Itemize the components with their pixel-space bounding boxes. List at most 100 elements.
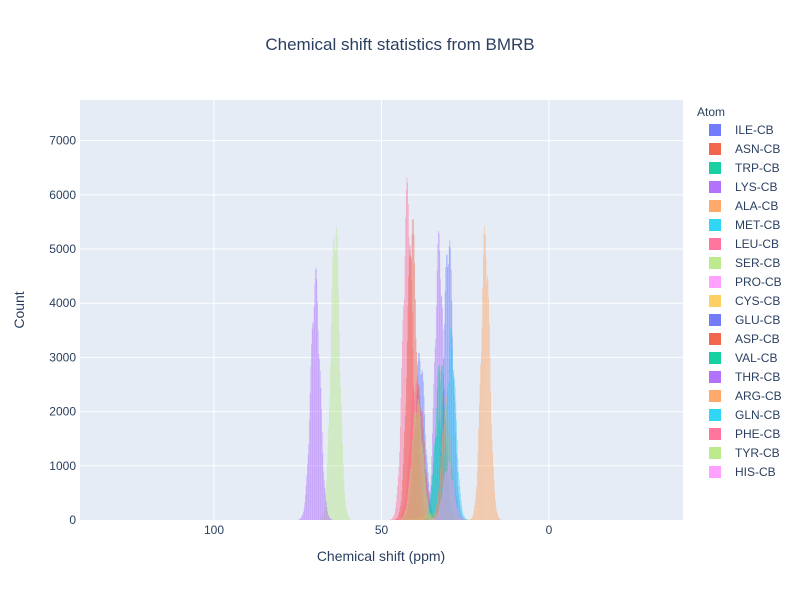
histogram-bar bbox=[406, 377, 407, 520]
legend-item-leu-cb[interactable]: LEU-CB bbox=[709, 237, 779, 251]
x-axis-title: Chemical shift (ppm) bbox=[317, 548, 445, 564]
histogram-bar bbox=[406, 500, 408, 520]
gridlines bbox=[80, 100, 683, 520]
legend-label: PHE-CB bbox=[735, 427, 780, 441]
histogram-bar bbox=[460, 515, 461, 520]
histogram-bar bbox=[311, 328, 313, 520]
histogram-bar bbox=[307, 454, 309, 520]
histogram-bar bbox=[340, 388, 341, 520]
legend-title: Atom bbox=[697, 105, 725, 119]
legend-item-ile-cb[interactable]: ILE-CB bbox=[709, 123, 774, 137]
histogram-bar bbox=[324, 487, 326, 520]
histogram-bar bbox=[459, 513, 461, 520]
series-ala-cb bbox=[468, 226, 502, 520]
histogram-bar bbox=[432, 473, 433, 520]
histogram-bar bbox=[477, 451, 479, 520]
legend-item-glu-cb[interactable]: GLU-CB bbox=[709, 313, 780, 327]
legend-swatch bbox=[709, 276, 721, 288]
histogram-bar bbox=[399, 519, 401, 520]
histogram-bar bbox=[486, 281, 488, 520]
histogram-bar bbox=[405, 189, 407, 520]
legend-item-lys-cb[interactable]: LYS-CB bbox=[709, 180, 777, 194]
histogram-bar bbox=[302, 514, 304, 520]
legend-label: TYR-CB bbox=[735, 446, 780, 460]
histogram-bar bbox=[313, 323, 314, 520]
histogram-bar bbox=[441, 435, 443, 520]
histogram-bar bbox=[454, 387, 456, 520]
legend-item-asp-cb[interactable]: ASP-CB bbox=[709, 332, 780, 346]
histogram-bar bbox=[392, 517, 394, 520]
histogram-bar bbox=[481, 326, 483, 520]
histogram-bar bbox=[403, 299, 405, 520]
histogram-bar bbox=[326, 506, 328, 520]
legend-item-tyr-cb[interactable]: TYR-CB bbox=[709, 446, 780, 460]
legend-item-met-cb[interactable]: MET-CB bbox=[709, 218, 780, 232]
histogram-bar bbox=[497, 514, 498, 520]
histogram-bar bbox=[482, 288, 484, 520]
histogram-bar bbox=[437, 374, 439, 520]
histogram-bar bbox=[413, 234, 415, 520]
histogram-bar bbox=[328, 516, 330, 520]
legend-item-ala-cb[interactable]: ALA-CB bbox=[709, 199, 778, 213]
histogram-bar bbox=[457, 508, 459, 520]
legend[interactable]: Atom ILE-CB ASN-CB TRP-CB LYS-CB ALA-CB MET-C… bbox=[697, 105, 782, 479]
histogram-bar bbox=[314, 283, 316, 520]
histogram-bar bbox=[458, 509, 459, 520]
legend-item-arg-cb[interactable]: ARG-CB bbox=[709, 389, 782, 403]
histogram-bar bbox=[301, 517, 302, 520]
histogram-bar bbox=[464, 517, 466, 520]
legend-item-pro-cb[interactable]: PRO-CB bbox=[709, 275, 782, 289]
histogram-bar bbox=[349, 518, 350, 520]
histogram-bar bbox=[472, 516, 473, 520]
legend-item-trp-cb[interactable]: TRP-CB bbox=[709, 161, 780, 175]
histogram-bar bbox=[445, 470, 447, 520]
histogram-bar bbox=[456, 420, 457, 520]
histogram-bar bbox=[429, 510, 430, 520]
histogram-bar bbox=[458, 479, 460, 520]
histogram-bar bbox=[474, 499, 476, 520]
legend-label: ALA-CB bbox=[735, 199, 778, 213]
histogram-bar bbox=[409, 473, 411, 520]
histogram-bar bbox=[345, 505, 347, 520]
legend-item-phe-cb[interactable]: PHE-CB bbox=[709, 427, 780, 441]
legend-label: TRP-CB bbox=[735, 161, 780, 175]
histogram-bar bbox=[446, 254, 447, 520]
histogram-bar bbox=[427, 503, 429, 520]
legend-item-val-cb[interactable]: VAL-CB bbox=[709, 351, 777, 365]
histogram-bar bbox=[396, 517, 398, 520]
histogram-bar bbox=[405, 403, 407, 520]
histogram-bar bbox=[483, 233, 485, 520]
legend-item-gln-cb[interactable]: GLN-CB bbox=[709, 408, 780, 422]
histogram-bar bbox=[425, 492, 427, 520]
histogram-bar bbox=[310, 366, 312, 520]
histogram-bar bbox=[480, 352, 482, 520]
histogram-bar bbox=[419, 415, 421, 520]
histogram-bar bbox=[408, 479, 410, 520]
histogram-bar bbox=[404, 416, 406, 520]
histogram-bar bbox=[434, 518, 435, 520]
legend-item-thr-cb[interactable]: THR-CB bbox=[709, 370, 780, 384]
histogram-bar bbox=[494, 490, 496, 520]
histogram-bar bbox=[404, 503, 405, 520]
legend-item-cys-cb[interactable]: CYS-CB bbox=[709, 294, 780, 308]
histogram-bar bbox=[398, 518, 399, 520]
histogram-bar bbox=[458, 472, 459, 520]
histogram-bar bbox=[397, 485, 398, 520]
histogram-bar bbox=[434, 347, 436, 520]
histogram-bar bbox=[321, 431, 323, 520]
histogram-bar bbox=[444, 471, 446, 520]
histogram-bar bbox=[424, 473, 426, 520]
histogram-bar bbox=[396, 494, 398, 520]
histogram-bar bbox=[452, 370, 454, 520]
histogram-bar bbox=[320, 387, 322, 520]
histogram-bar bbox=[466, 519, 468, 520]
histogram-bar bbox=[398, 466, 400, 520]
legend-item-ser-cb[interactable]: SER-CB bbox=[709, 256, 780, 270]
histogram-bar bbox=[407, 306, 409, 520]
legend-item-his-cb[interactable]: HIS-CB bbox=[709, 465, 776, 479]
y-tick-label: 3000 bbox=[49, 350, 76, 364]
histogram-bar bbox=[437, 512, 439, 520]
histogram-bar bbox=[440, 455, 442, 520]
legend-item-asn-cb[interactable]: ASN-CB bbox=[709, 142, 780, 156]
histogram-bar bbox=[299, 518, 301, 520]
